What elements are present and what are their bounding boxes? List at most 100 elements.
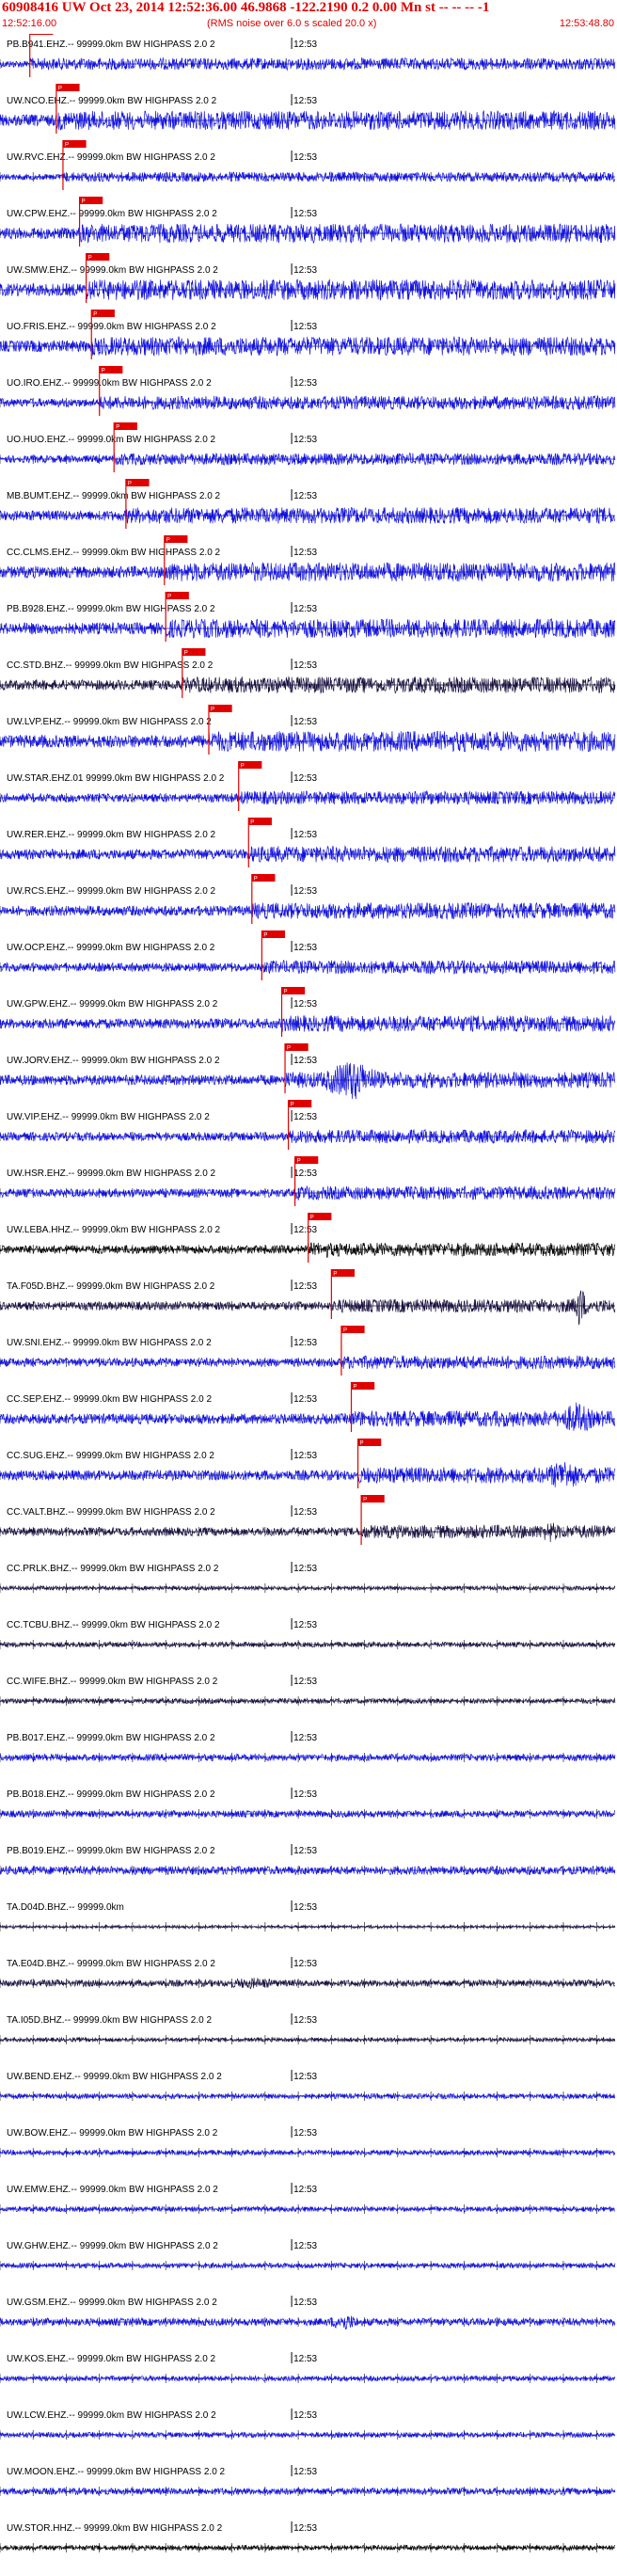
pick-flag-label: P [116, 425, 119, 431]
station-label: TA.E04D.BHZ.-- 99999.0km BW HIGHPASS 2.0… [7, 1959, 215, 1969]
trace-row: UW.BEND.EHZ.-- 99999.0km BW HIGHPASS 2.0… [0, 2070, 616, 2101]
pick-flag [251, 874, 276, 882]
pick-flag-label: P [360, 1441, 364, 1447]
trace-row: TA.I05D.BHZ.-- 99999.0km BW HIGHPASS 2.0… [0, 2013, 616, 2044]
minute-label: 12:53 [293, 773, 317, 784]
waveform [0, 2487, 616, 2496]
station-label: CC.STD.BHZ.-- 99999.0km BW HIGHPASS 2.0 … [7, 660, 214, 671]
waveform [0, 1290, 616, 1326]
station-label: UW.RER.EHZ.-- 99999.0km BW HIGHPASS 2.0 … [7, 830, 216, 840]
trace-row: UW.BOW.EHZ.-- 99999.0km BW HIGHPASS 2.0 … [0, 2126, 616, 2157]
waveform [0, 676, 616, 694]
pick-flag [294, 1156, 319, 1164]
pick-flag [55, 84, 80, 91]
event-title: 60908416 UW Oct 23, 2014 12:52:36.00 46.… [2, 0, 490, 15]
record-header: 60908416 UW Oct 23, 2014 12:52:36.00 46.… [0, 0, 617, 34]
station-label: UW.LVP.EHZ.-- 99999.0km BW HIGHPASS 2.0 … [7, 717, 212, 727]
waveform [0, 109, 616, 131]
minute-label: 12:53 [293, 1620, 317, 1630]
minute-label: 12:53 [293, 1451, 317, 1461]
waveform [0, 506, 616, 525]
station-label: UW.CPW.EHZ.-- 99999.0km BW HIGHPASS 2.0 … [7, 209, 217, 219]
station-label: PB.B941.EHZ.-- 99999.0km BW HIGHPASS 2.0… [7, 40, 215, 50]
waveform [0, 1015, 616, 1033]
minute-label: 12:53 [293, 717, 317, 727]
station-label: UO.IRO.EHZ.-- 99999.0km BW HIGHPASS 2.0 … [7, 378, 212, 389]
trace-row: UW.SNI.EHZ.-- 99999.0km BW HIGHPASS 2.0 … [0, 1326, 616, 1375]
minute-label: 12:53 [293, 152, 317, 163]
minute-label: 12:53 [293, 1507, 317, 1518]
pick-flag-label: P [263, 933, 267, 939]
trace-row: TA.F05D.BHZ.-- 99999.0km BW HIGHPASS 2.0… [0, 1269, 616, 1326]
pick-flag-label: P [284, 990, 288, 995]
trace-row: UW.JORV.EHZ.-- 99999.0km BW HIGHPASS 2.0… [0, 1043, 616, 1100]
waveform [0, 617, 616, 639]
pick-flag [182, 648, 206, 656]
minute-label: 12:53 [293, 2467, 317, 2477]
pick-flag [331, 1269, 356, 1277]
minute-label: 12:53 [293, 1056, 317, 1066]
pick-flag-label: P [167, 595, 171, 600]
minute-label: 12:53 [293, 548, 317, 558]
station-label: TA.D04D.BHZ.-- 99999.0km [7, 1902, 124, 1913]
pick-flag [357, 1439, 382, 1446]
trace-row: UW.SMW.EHZ.-- 99999.0km BW HIGHPASS 2.0 … [0, 253, 616, 303]
pick-flag [248, 818, 272, 825]
minute-label: 12:53 [293, 886, 317, 897]
minute-label: 12:53 [293, 1902, 317, 1913]
trace-row: PB.B018.EHZ.-- 99999.0km BW HIGHPASS 2.0… [0, 1788, 616, 1819]
station-label: CC.SUG.EHZ.-- 99999.0km BW HIGHPASS 2.0 … [7, 1451, 214, 1461]
trace-row: CC.SUG.EHZ.-- 99999.0km BW HIGHPASS 2.0 … [0, 1439, 616, 1488]
station-label: UW.SMW.EHZ.-- 99999.0km BW HIGHPASS 2.0 … [7, 265, 218, 276]
trace-row: UW.NCO.EHZ.-- 99999.0km BW HIGHPASS 2.0 … [0, 84, 616, 134]
minute-label: 12:53 [293, 1564, 317, 1574]
waveform [0, 901, 616, 920]
minute-label: 12:53 [293, 2241, 317, 2251]
trace-row: CC.CLMS.EHZ.-- 99999.0km BW HIGHPASS 2.0… [0, 535, 616, 585]
pick-flag [261, 930, 286, 938]
minute-label: 12:53 [293, 604, 317, 614]
waveform [0, 1242, 616, 1258]
pick-flag [86, 253, 110, 261]
station-label: UW.STAR.EHZ.01 99999.0km BW HIGHPASS 2.0… [7, 773, 225, 784]
minute-label: 12:53 [293, 265, 317, 276]
minute-label: 12:53 [293, 1789, 317, 1800]
pick-flag [99, 366, 123, 374]
pick-flag [208, 705, 232, 712]
pick-flag [288, 1100, 312, 1107]
trace-row: CC.VALT.BHZ.-- 99999.0km BW HIGHPASS 2.0… [0, 1495, 616, 1545]
pick-flag [164, 535, 188, 543]
noise-note: (RMS noise over 6.0 s scaled 20.0 x) [207, 18, 377, 29]
minute-label: 12:53 [293, 378, 317, 389]
pick-flag-label: P [65, 143, 69, 149]
trace-row: MB.BUMT.EHZ.-- 99999.0km BW HIGHPASS 2.0… [0, 479, 616, 529]
station-label: UW.EMW.EHZ.-- 99999.0km BW HIGHPASS 2.0 … [7, 2185, 218, 2195]
station-label: UW.OCP.EHZ.-- 99999.0km BW HIGHPASS 2.0 … [7, 943, 215, 953]
trace-row: UW.KOS.EHZ.-- 99999.0km BW HIGHPASS 2.0 … [0, 2352, 616, 2383]
waveform [0, 1697, 616, 1705]
pick-flag [285, 1043, 308, 1051]
trace-row: UW.VIP.EHZ.-- 99999.0km BW HIGHPASS 2.0 … [0, 1100, 616, 1150]
pick-flag [62, 140, 87, 148]
trace-row: UW.HSR.EHZ.-- 99999.0km BW HIGHPASS 2.0 … [0, 1156, 616, 1206]
seismogram-plot: PB.B941.EHZ.-- 99999.0km BW HIGHPASS 2.0… [0, 34, 616, 2552]
station-label: UW.RCS.EHZ.-- 99999.0km BW HIGHPASS 2.0 … [7, 886, 216, 897]
trace-row: UW.STAR.EHZ.01 99999.0km BW HIGHPASS 2.0… [0, 761, 616, 811]
minute-label: 12:53 [293, 1677, 317, 1687]
minute-label: 12:53 [293, 1169, 317, 1179]
pick-flag [351, 1382, 375, 1390]
station-label: UW.SNI.EHZ.-- 99999.0km BW HIGHPASS 2.0 … [7, 1338, 212, 1348]
pick-flag-label: P [58, 87, 62, 92]
waveform [0, 1522, 616, 1543]
minute-label: 12:53 [293, 2410, 317, 2421]
minute-label: 12:53 [293, 1394, 317, 1405]
station-label: UW.LEBA.HHZ.-- 99999.0km BW HIGHPASS 2.0… [7, 1225, 221, 1235]
pick-flag-label: P [88, 256, 92, 262]
pick-flag-label: P [166, 538, 170, 544]
waveform [0, 789, 616, 805]
waveform [0, 2315, 616, 2330]
pick-flag [114, 422, 137, 430]
station-label: CC.CLMS.EHZ.-- 99999.0km BW HIGHPASS 2.0… [7, 548, 221, 558]
station-label: TA.F05D.BHZ.-- 99999.0km BW HIGHPASS 2.0… [7, 1281, 215, 1292]
pick-flag-label: P [297, 1159, 301, 1165]
